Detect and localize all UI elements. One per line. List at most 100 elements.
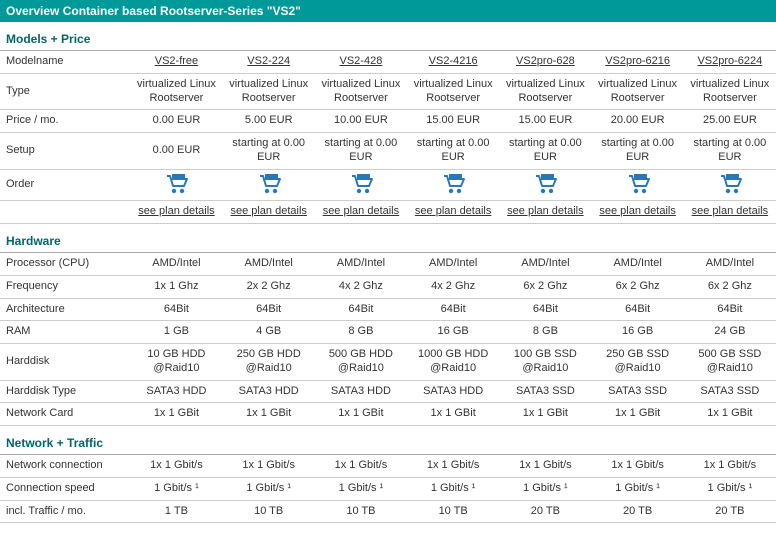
cell-setup: starting at 0.00 EUR xyxy=(315,133,407,170)
cell-net_conn: 1x 1 Gbit/s xyxy=(315,455,407,477)
row-label-hdd: Harddisk xyxy=(0,344,130,381)
cell-nic: 1x 1 GBit xyxy=(315,403,407,426)
cell-traffic: 1 TB xyxy=(130,500,222,523)
cell-type: virtualized Linux Rootserver xyxy=(684,73,776,110)
row-label-cpu: Processor (CPU) xyxy=(0,253,130,275)
cell-setup: starting at 0.00 EUR xyxy=(684,133,776,170)
plan-details-link[interactable]: see plan details xyxy=(692,205,768,217)
modelname-link[interactable]: VS2-4216 xyxy=(429,55,478,67)
cell-freq: 6x 2 Ghz xyxy=(499,275,591,298)
cell-type: virtualized Linux Rootserver xyxy=(315,73,407,110)
cell-price: 5.00 EUR xyxy=(223,110,315,133)
cart-icon[interactable] xyxy=(534,174,556,192)
modelname-link[interactable]: VS2pro-6216 xyxy=(605,55,670,67)
section-models-title: Models + Price xyxy=(0,26,776,51)
cell-arch: 64Bit xyxy=(130,298,222,321)
cell-arch: 64Bit xyxy=(684,298,776,321)
cell-cpu: AMD/Intel xyxy=(315,253,407,275)
modelname-link[interactable]: VS2pro-6224 xyxy=(697,55,762,67)
row-label-name: Modelname xyxy=(0,51,130,73)
cell-arch: 64Bit xyxy=(223,298,315,321)
cell-hdd_type: SATA3 HDD xyxy=(407,380,499,403)
cell-traffic: 20 TB xyxy=(499,500,591,523)
cell-price: 20.00 EUR xyxy=(592,110,684,133)
cell-type: virtualized Linux Rootserver xyxy=(223,73,315,110)
cell-hdd: 250 GB HDD @Raid10 xyxy=(223,344,315,381)
cell-conn_speed: 1 Gbit/s ¹ xyxy=(592,477,684,500)
cell-type: virtualized Linux Rootserver xyxy=(130,73,222,110)
row-label-conn_speed: Connection speed xyxy=(0,477,130,500)
cell-conn_speed: 1 Gbit/s ¹ xyxy=(407,477,499,500)
cell-setup: 0.00 EUR xyxy=(130,133,222,170)
cell-arch: 64Bit xyxy=(407,298,499,321)
cell-traffic: 20 TB xyxy=(684,500,776,523)
cell-cpu: AMD/Intel xyxy=(407,253,499,275)
cell-setup: starting at 0.00 EUR xyxy=(223,133,315,170)
cell-ram: 4 GB xyxy=(223,321,315,344)
cell-net_conn: 1x 1 Gbit/s xyxy=(130,455,222,477)
plan-details-link[interactable]: see plan details xyxy=(415,205,491,217)
plan-details-link[interactable]: see plan details xyxy=(599,205,675,217)
page-header: Overview Container based Rootserver-Seri… xyxy=(0,0,776,22)
cell-hdd: 500 GB SSD @Raid10 xyxy=(684,344,776,381)
cell-ram: 16 GB xyxy=(407,321,499,344)
row-label-plan xyxy=(0,201,130,224)
plan-details-link[interactable]: see plan details xyxy=(230,205,306,217)
cell-net_conn: 1x 1 Gbit/s xyxy=(499,455,591,477)
cell-type: virtualized Linux Rootserver xyxy=(499,73,591,110)
cell-freq: 4x 2 Ghz xyxy=(407,275,499,298)
cell-cpu: AMD/Intel xyxy=(130,253,222,275)
cart-icon[interactable] xyxy=(719,174,741,192)
cell-net_conn: 1x 1 Gbit/s xyxy=(592,455,684,477)
section-network-title: Network + Traffic xyxy=(0,430,776,455)
cell-net_conn: 1x 1 Gbit/s xyxy=(407,455,499,477)
cell-conn_speed: 1 Gbit/s ¹ xyxy=(130,477,222,500)
cell-conn_speed: 1 Gbit/s ¹ xyxy=(315,477,407,500)
cell-setup: starting at 0.00 EUR xyxy=(407,133,499,170)
cell-hdd_type: SATA3 SSD xyxy=(592,380,684,403)
cell-price: 15.00 EUR xyxy=(499,110,591,133)
cell-traffic: 10 TB xyxy=(315,500,407,523)
row-label-type: Type xyxy=(0,73,130,110)
cell-setup: starting at 0.00 EUR xyxy=(499,133,591,170)
cell-arch: 64Bit xyxy=(592,298,684,321)
modelname-link[interactable]: VS2-224 xyxy=(247,55,290,67)
cart-icon[interactable] xyxy=(627,174,649,192)
cell-nic: 1x 1 GBit xyxy=(130,403,222,426)
row-label-price: Price / mo. xyxy=(0,110,130,133)
modelname-link[interactable]: VS2-428 xyxy=(340,55,383,67)
cell-conn_speed: 1 Gbit/s ¹ xyxy=(499,477,591,500)
cart-icon[interactable] xyxy=(165,174,187,192)
cell-ram: 8 GB xyxy=(499,321,591,344)
cell-arch: 64Bit xyxy=(499,298,591,321)
row-label-nic: Network Card xyxy=(0,403,130,426)
cell-hdd_type: SATA3 HDD xyxy=(223,380,315,403)
cell-nic: 1x 1 GBit xyxy=(499,403,591,426)
cell-net_conn: 1x 1 Gbit/s xyxy=(223,455,315,477)
cell-ram: 24 GB xyxy=(684,321,776,344)
modelname-link[interactable]: VS2pro-628 xyxy=(516,55,575,67)
cell-price: 25.00 EUR xyxy=(684,110,776,133)
cell-price: 15.00 EUR xyxy=(407,110,499,133)
cell-cpu: AMD/Intel xyxy=(499,253,591,275)
cell-hdd_type: SATA3 SSD xyxy=(499,380,591,403)
cart-icon[interactable] xyxy=(258,174,280,192)
cell-traffic: 10 TB xyxy=(407,500,499,523)
cell-ram: 16 GB xyxy=(592,321,684,344)
cell-nic: 1x 1 GBit xyxy=(407,403,499,426)
plan-details-link[interactable]: see plan details xyxy=(507,205,583,217)
cell-type: virtualized Linux Rootserver xyxy=(407,73,499,110)
plan-details-link[interactable]: see plan details xyxy=(138,205,214,217)
cell-conn_speed: 1 Gbit/s ¹ xyxy=(223,477,315,500)
cell-price: 0.00 EUR xyxy=(130,110,222,133)
cell-freq: 2x 2 Ghz xyxy=(223,275,315,298)
row-label-ram: RAM xyxy=(0,321,130,344)
cart-icon[interactable] xyxy=(350,174,372,192)
row-label-arch: Architecture xyxy=(0,298,130,321)
cart-icon[interactable] xyxy=(442,174,464,192)
cell-cpu: AMD/Intel xyxy=(684,253,776,275)
modelname-link[interactable]: VS2-free xyxy=(155,55,198,67)
row-label-freq: Frequency xyxy=(0,275,130,298)
plan-details-link[interactable]: see plan details xyxy=(323,205,399,217)
cell-hdd_type: SATA3 HDD xyxy=(315,380,407,403)
